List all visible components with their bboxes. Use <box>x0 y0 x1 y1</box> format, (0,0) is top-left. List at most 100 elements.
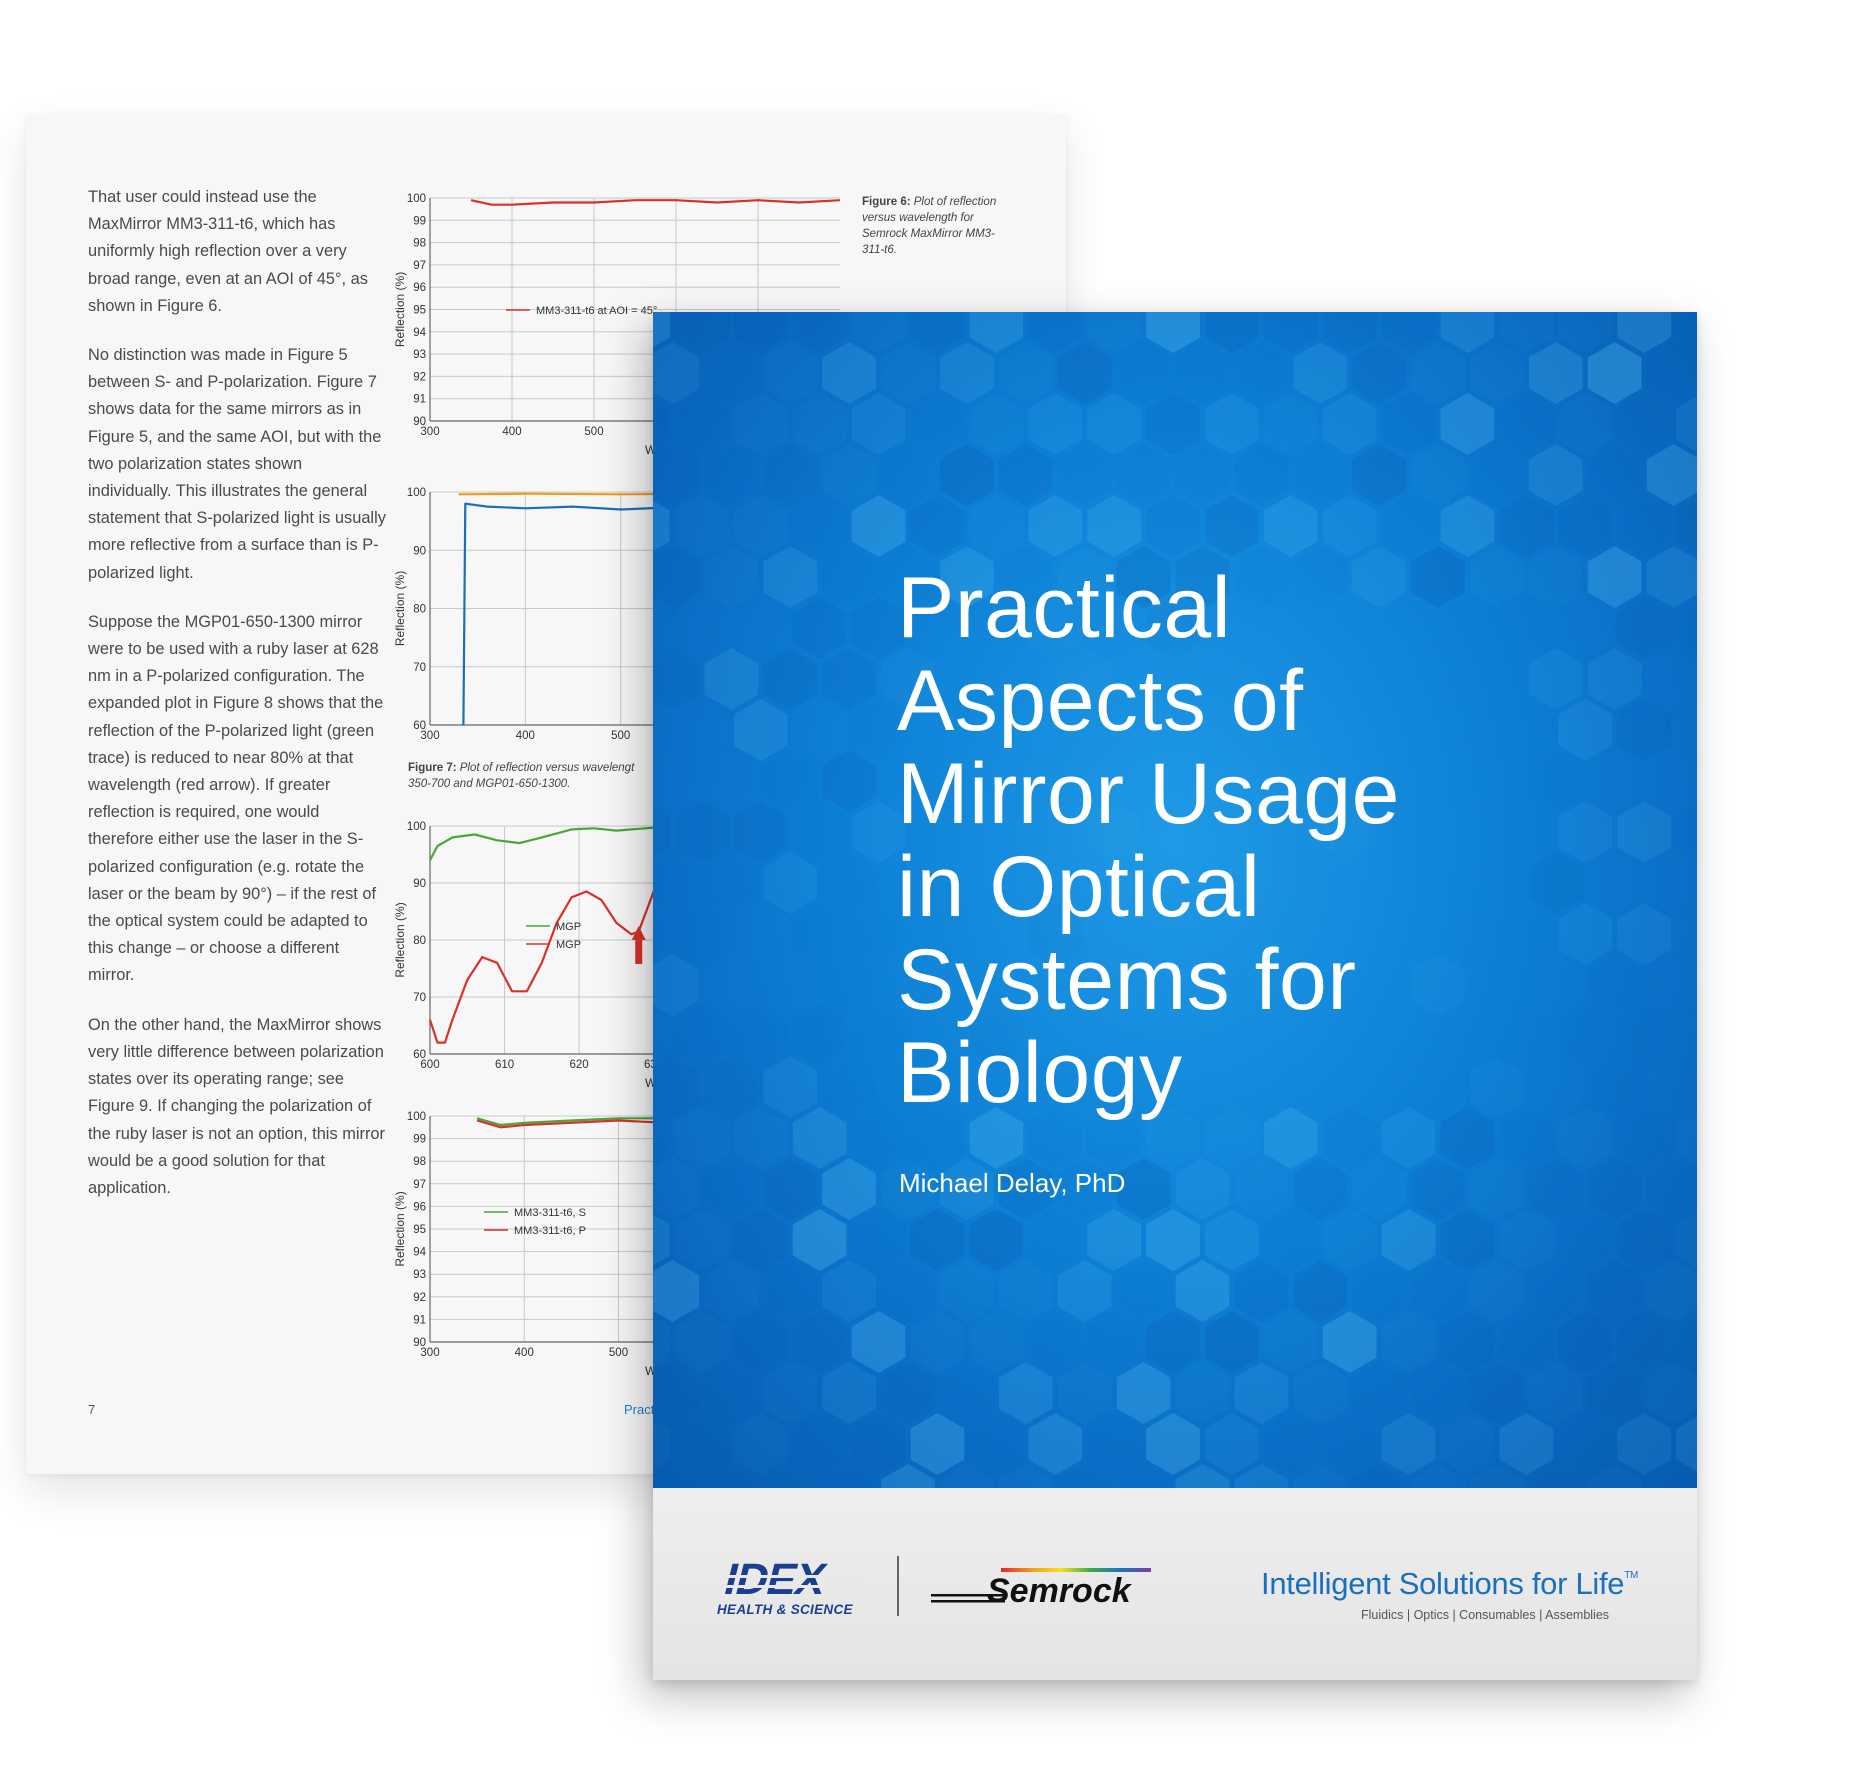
hexagon-shape <box>969 1311 1024 1373</box>
hexagon-shape <box>1411 444 1465 506</box>
hexagon-shape <box>1411 342 1465 404</box>
y-tick-label: 93 <box>413 349 426 361</box>
hexagon-shape <box>1470 1464 1524 1488</box>
hexagon-shape <box>998 342 1053 404</box>
trademark-mark: TM <box>1624 1570 1639 1581</box>
hexagon-shape <box>822 1260 876 1322</box>
hexagon-shape <box>1646 546 1697 608</box>
hexagon-shape <box>704 1464 759 1488</box>
hexagon-shape <box>763 750 817 812</box>
paragraph-4: On the other hand, the MaxMirror shows v… <box>88 1015 385 1197</box>
hexagon-shape <box>1057 1362 1112 1424</box>
x-tick-label: 400 <box>502 426 521 438</box>
figure-7-caption: Figure 7: Plot of reflection versus wave… <box>408 760 708 792</box>
hexagon-shape <box>675 1413 729 1475</box>
hexagon-shape <box>792 1311 847 1373</box>
hexagon-shape <box>653 444 700 506</box>
running-title: Pract <box>624 1402 655 1417</box>
hexagon-shape <box>675 903 729 965</box>
hexagon-shape <box>793 699 847 761</box>
hexagon-shape <box>733 1107 788 1169</box>
hexagon-shape <box>1028 312 1083 353</box>
hexagon-shape <box>733 393 788 455</box>
hexagon-shape <box>675 1311 729 1373</box>
hexagon-shape <box>1528 852 1583 914</box>
semrock-wordmark: Semrock <box>987 1572 1133 1610</box>
hexagon-shape <box>704 1158 759 1220</box>
hexagon-shape <box>1057 546 1112 608</box>
semrock-logo: Semrock <box>931 1568 1151 1610</box>
hexagon-shape <box>733 1311 788 1373</box>
hexagon-shape <box>1352 546 1406 608</box>
hexagon-shape <box>763 1056 818 1118</box>
hexagon-shape <box>1676 312 1697 350</box>
hexagon-shape <box>704 1056 759 1118</box>
hexagon-shape <box>1440 1311 1495 1373</box>
hexagon-shape <box>1676 1416 1697 1472</box>
hexagon-shape <box>1470 342 1524 404</box>
hexagon-shape <box>763 954 817 1016</box>
hexagon-shape <box>1470 1056 1524 1118</box>
hexagon-shape <box>1234 342 1289 404</box>
hexagon-shape <box>1205 312 1259 353</box>
hexagon-shape <box>1175 342 1230 404</box>
hexagon-shape <box>1352 1464 1406 1488</box>
y-tick-label: 100 <box>407 821 426 833</box>
hexagon-shape <box>851 597 906 659</box>
hexagon-shape <box>969 393 1024 455</box>
hexagon-shape <box>1440 312 1495 353</box>
legend-entry: MM3-311-t6, P <box>514 1225 586 1237</box>
hexagon-shape <box>653 903 670 965</box>
hexagon-shape <box>1087 393 1141 455</box>
x-tick-label: 300 <box>420 426 439 438</box>
hexagon-shape <box>734 903 788 965</box>
hexagon-shape <box>1676 1005 1697 1067</box>
hexagon-shape <box>1263 495 1318 557</box>
hexagon-shape <box>1263 1413 1318 1475</box>
hexagon-shape <box>1263 1107 1318 1169</box>
cover-footer: IDEX HEALTH & SCIENCE Semrock <box>653 1488 1697 1680</box>
hexagon-shape <box>792 495 847 557</box>
hexagon-shape <box>793 801 847 863</box>
hexagon-shape <box>1263 312 1318 353</box>
tagline: Intelligent Solutions for LifeTM <box>1261 1566 1638 1602</box>
hexagon-shape <box>1322 1209 1377 1271</box>
hexagon-shape <box>792 1413 847 1475</box>
hexagon-shape <box>940 1464 994 1488</box>
hexagon-shape <box>1175 546 1230 608</box>
hexagon-shape <box>1646 444 1697 506</box>
hexagon-shape <box>1057 444 1112 506</box>
hexagon-shape <box>704 444 759 506</box>
hexagon-shape <box>1028 495 1083 557</box>
hexagon-shape <box>763 1464 818 1488</box>
hexagon-shape <box>1617 1005 1671 1067</box>
hexagon-shape <box>998 1362 1053 1424</box>
hexagon-shape <box>1028 393 1083 455</box>
hexagon-shape <box>1411 1464 1465 1488</box>
hexagon-shape <box>1676 699 1697 761</box>
hexagon-shape <box>1352 1362 1406 1424</box>
hexagon-shape <box>653 342 700 404</box>
hexagon-shape <box>1617 597 1671 659</box>
hexagon-shape <box>1146 1413 1200 1475</box>
hexagon-shape <box>1293 1158 1348 1220</box>
hexagon-shape <box>1028 903 1083 965</box>
hexagon-shape <box>733 801 788 863</box>
hexagon-shape <box>1087 495 1141 557</box>
hexagon-shape <box>1470 444 1524 506</box>
hexagon-shape <box>1293 1362 1348 1424</box>
y-tick-label: 98 <box>413 238 426 250</box>
hexagon-shape <box>1499 1413 1554 1475</box>
y-tick-label: 94 <box>413 327 426 339</box>
hexagon-shape <box>763 1158 818 1220</box>
y-tick-label: 91 <box>413 1314 426 1326</box>
hexagon-shape <box>822 648 876 710</box>
hexagon-shape <box>1146 1209 1200 1271</box>
hexagon-shape <box>675 1209 729 1271</box>
hexagon-shape <box>1440 1107 1495 1169</box>
hexagon-shape <box>910 495 965 557</box>
hexagon-shape <box>1057 1158 1112 1220</box>
hexagon-shape <box>653 1418 670 1470</box>
hexagon-shape <box>969 1005 1024 1067</box>
hexagon-shape <box>1617 1209 1671 1271</box>
